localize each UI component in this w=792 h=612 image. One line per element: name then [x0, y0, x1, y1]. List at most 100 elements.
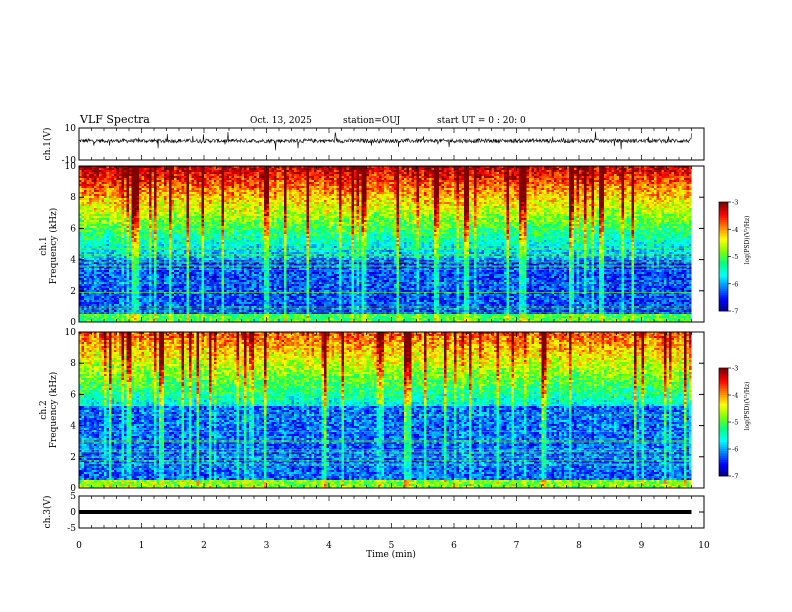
- spectrogram-cell: [139, 204, 142, 206]
- spectrogram-cell: [142, 310, 145, 312]
- spectrogram-cell: [184, 314, 187, 316]
- spectrogram-cell: [139, 290, 142, 292]
- spectrogram-cell: [187, 276, 190, 278]
- spectrogram-cell: [119, 238, 122, 240]
- spectrogram-cell: [157, 294, 160, 296]
- spectrogram-cell: [112, 178, 115, 180]
- spectrogram-cell: [102, 224, 105, 226]
- spectrogram-cell: [144, 250, 147, 252]
- spectrogram-cell: [222, 242, 225, 244]
- spectrogram-cell: [134, 192, 137, 194]
- spectrogram-cell: [132, 266, 135, 268]
- spectrogram-cell: [154, 228, 157, 230]
- spectrogram-cell: [137, 202, 140, 204]
- spectrogram-cell: [224, 304, 227, 306]
- spectrogram-cell: [174, 220, 177, 222]
- spectrogram-cell: [112, 298, 115, 300]
- spectrogram-cell: [234, 216, 237, 218]
- spectrogram-cell: [172, 194, 175, 196]
- spectrogram-cell: [84, 290, 87, 292]
- spectrogram-cell: [152, 280, 155, 282]
- spectrogram-cell: [144, 310, 147, 312]
- spectrogram-cell: [147, 258, 150, 260]
- spectrogram-cell: [159, 180, 162, 182]
- spectrogram-cell: [169, 232, 172, 234]
- spectrogram-cell: [207, 300, 210, 302]
- spectrogram-cell: [129, 234, 132, 236]
- spectrogram-cell: [204, 302, 207, 304]
- spectrogram-cell: [194, 178, 197, 180]
- spectrogram-cell: [164, 224, 167, 226]
- spectrogram-cell: [94, 222, 97, 224]
- spectrogram-cell: [122, 208, 125, 210]
- spectrogram-cell: [89, 216, 92, 218]
- spectrogram-cell: [167, 176, 170, 178]
- spectrogram-cell: [184, 168, 187, 170]
- spectrogram-cell: [127, 174, 130, 176]
- spectrogram-cell: [157, 318, 160, 320]
- spectrogram-cell: [204, 214, 207, 216]
- spectrogram-cell: [164, 178, 167, 180]
- spectrogram-cell: [119, 258, 122, 260]
- spectrogram-cell: [227, 180, 230, 182]
- spectrogram-cell: [177, 280, 180, 282]
- spectrogram-cell: [197, 302, 200, 304]
- spectrogram-cell: [177, 304, 180, 306]
- spectrogram-cell: [199, 274, 202, 276]
- spectrogram-cell: [184, 304, 187, 306]
- spectrogram-cell: [122, 198, 125, 200]
- spectrogram-cell: [169, 216, 172, 218]
- spectrogram-cell: [92, 252, 95, 254]
- spectrogram-cell: [169, 258, 172, 260]
- spectrogram-cell: [137, 272, 140, 274]
- spectrogram-cell: [164, 314, 167, 316]
- spectrogram-cell: [194, 238, 197, 240]
- spectrogram-cell: [174, 250, 177, 252]
- spectrogram-cell: [182, 258, 185, 260]
- spectrogram-cell: [144, 226, 147, 228]
- spectrogram-cell: [164, 276, 167, 278]
- spectrogram-cell: [197, 192, 200, 194]
- spectrogram-cell: [177, 212, 180, 214]
- spectrogram-cell: [137, 178, 140, 180]
- spectrogram-cell: [99, 240, 102, 242]
- spectrogram-cell: [127, 270, 130, 272]
- spectrogram-cell: [152, 210, 155, 212]
- spectrogram-cell: [139, 228, 142, 230]
- spectrogram-cell: [229, 184, 232, 186]
- spectrogram-cell: [157, 224, 160, 226]
- spectrogram-cell: [102, 258, 105, 260]
- spectrogram-cell: [144, 214, 147, 216]
- spectrogram-cell: [119, 242, 122, 244]
- spectrogram-cell: [202, 174, 205, 176]
- spectrogram-cell: [207, 200, 210, 202]
- spectrogram-cell: [227, 266, 230, 268]
- spectrogram-cell: [87, 302, 90, 304]
- spectrogram-cell: [124, 218, 127, 220]
- spectrogram-cell: [159, 284, 162, 286]
- spectrogram-cell: [87, 212, 90, 214]
- spectrogram-cell: [139, 314, 142, 316]
- spectrogram-cell: [87, 202, 90, 204]
- spectrogram-cell: [202, 206, 205, 208]
- spectrogram-cell: [114, 294, 117, 296]
- spectrogram-cell: [202, 270, 205, 272]
- spectrogram-cell: [139, 250, 142, 252]
- spectrogram-cell: [207, 274, 210, 276]
- spectrogram-cell: [209, 298, 212, 300]
- spectrogram-cell: [189, 170, 192, 172]
- spectrogram-cell: [142, 170, 145, 172]
- spectrogram-cell: [94, 242, 97, 244]
- spectrogram-cell: [137, 170, 140, 172]
- spectrogram-cell: [162, 258, 165, 260]
- spectrogram-cell: [87, 224, 90, 226]
- spectrogram-cell: [229, 234, 232, 236]
- spectrogram-cell: [127, 178, 130, 180]
- spectrogram-cell: [147, 172, 150, 174]
- spectrogram-cell: [129, 220, 132, 222]
- spectrogram-cell: [134, 222, 137, 224]
- spectrogram-cell: [169, 304, 172, 306]
- spectrogram-cell: [224, 210, 227, 212]
- spectrogram-cell: [234, 226, 237, 228]
- spectrogram-cell: [114, 194, 117, 196]
